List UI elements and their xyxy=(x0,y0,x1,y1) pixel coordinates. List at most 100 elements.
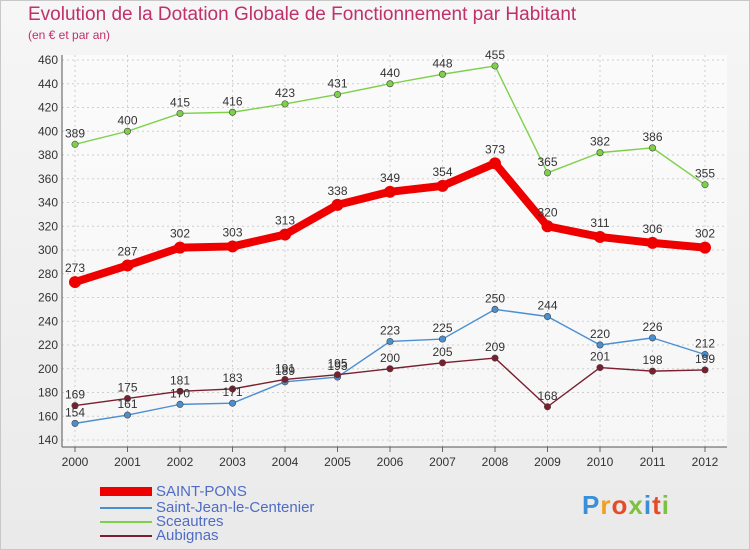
data-point-saint-pons xyxy=(279,228,291,241)
data-label-saint-jean-le-centenier: 220 xyxy=(590,327,610,341)
data-point-saint-pons xyxy=(121,259,134,272)
data-label-aubignas: 195 xyxy=(327,357,347,371)
x-tick-label: 2012 xyxy=(692,455,719,469)
data-label-saint-pons: 273 xyxy=(65,261,85,275)
data-point-sceautres xyxy=(71,140,79,148)
y-tick-label: 420 xyxy=(38,101,58,115)
data-point-saint-jean-le-centenier xyxy=(386,337,394,345)
data-label-saint-jean-le-centenier: 161 xyxy=(117,397,137,411)
data-label-aubignas: 181 xyxy=(170,373,190,387)
data-label-saint-pons: 338 xyxy=(327,184,347,198)
data-point-saint-jean-le-centenier xyxy=(543,312,551,320)
data-label-saint-pons: 313 xyxy=(275,214,295,228)
data-label-saint-pons: 303 xyxy=(222,225,242,239)
data-point-saint-pons xyxy=(699,241,711,254)
data-point-saint-jean-le-centenier xyxy=(124,411,132,419)
y-tick-label: 220 xyxy=(38,338,58,352)
data-label-saint-pons: 354 xyxy=(432,165,452,179)
x-tick-label: 2009 xyxy=(534,455,561,469)
data-point-saint-pons xyxy=(594,230,606,243)
data-label-sceautres: 431 xyxy=(327,76,347,90)
chart-subtitle: (en € et par an) xyxy=(28,28,111,42)
y-tick-label: 300 xyxy=(38,243,58,257)
data-point-sceautres xyxy=(386,80,394,88)
x-tick-label: 2003 xyxy=(219,455,246,469)
legend-swatch xyxy=(100,521,152,523)
series xyxy=(69,62,711,427)
x-tick-label: 2004 xyxy=(272,455,299,469)
data-point-aubignas xyxy=(596,364,604,372)
data-point-saint-pons xyxy=(226,240,239,253)
proxiti-logo: Proxiti xyxy=(582,490,670,521)
data-point-sceautres xyxy=(701,181,709,189)
data-label-saint-pons: 306 xyxy=(642,222,662,236)
logo-letter: t xyxy=(652,490,662,520)
data-point-sceautres xyxy=(596,149,604,157)
logo-letter: r xyxy=(600,490,612,520)
data-label-aubignas: 169 xyxy=(65,388,85,402)
x-tick-label: 2002 xyxy=(167,455,194,469)
data-point-saint-pons xyxy=(174,241,186,254)
logo-letter: i xyxy=(643,490,653,520)
y-tick-label: 380 xyxy=(38,148,58,162)
x-tick-label: 2006 xyxy=(377,455,404,469)
data-point-saint-pons xyxy=(69,276,81,289)
data-point-saint-jean-le-centenier xyxy=(176,400,184,408)
grid xyxy=(62,55,727,447)
data-point-sceautres xyxy=(648,144,656,152)
data-point-saint-jean-le-centenier xyxy=(71,419,79,427)
data-label-aubignas: 175 xyxy=(117,380,137,394)
data-label-aubignas: 183 xyxy=(222,371,242,385)
legend-swatch xyxy=(100,535,152,537)
data-label-sceautres: 382 xyxy=(590,135,610,149)
data-label-sceautres: 389 xyxy=(65,126,85,140)
data-point-saint-jean-le-centenier xyxy=(648,334,656,342)
data-label-aubignas: 209 xyxy=(485,340,505,354)
x-tick-label: 2011 xyxy=(640,455,666,469)
logo-letter: x xyxy=(628,490,644,520)
data-point-saint-jean-le-centenier xyxy=(701,350,709,358)
data-label-saint-jean-le-centenier: 250 xyxy=(485,291,505,305)
data-label-sceautres: 415 xyxy=(170,95,190,109)
y-tick-label: 280 xyxy=(38,267,58,281)
data-point-saint-pons xyxy=(384,185,396,198)
data-point-aubignas xyxy=(71,402,79,410)
legend-swatch xyxy=(100,487,152,496)
legend-label: Aubignas xyxy=(156,527,219,544)
data-point-sceautres xyxy=(229,108,237,116)
data-point-sceautres xyxy=(438,70,446,78)
data-label-aubignas: 198 xyxy=(642,353,662,367)
data-label-aubignas: 201 xyxy=(590,350,610,364)
y-tick-label: 240 xyxy=(38,314,58,328)
data-point-saint-jean-le-centenier xyxy=(596,341,604,349)
data-point-aubignas xyxy=(543,403,551,411)
data-label-saint-pons: 302 xyxy=(695,227,715,241)
data-label-aubignas: 191 xyxy=(275,361,295,375)
data-label-saint-jean-le-centenier: 193 xyxy=(327,359,347,373)
legend-label: SAINT-PONS xyxy=(156,483,247,500)
x-tick-label: 2007 xyxy=(429,455,456,469)
y-tick-label: 140 xyxy=(38,433,58,447)
data-point-aubignas xyxy=(229,385,237,393)
data-point-sceautres xyxy=(176,109,184,117)
axes: 140 160 180 200 220 240 260 280 300 320 340 360 380 4… xyxy=(38,53,727,469)
data-point-saint-pons xyxy=(541,220,554,233)
data-label-saint-pons: 287 xyxy=(117,244,137,258)
data-labels: 273 287 302 303 313 338 349 354 373 320 311 306 302 1… xyxy=(65,48,715,419)
y-tick-label: 460 xyxy=(38,53,58,67)
data-label-saint-pons: 373 xyxy=(485,142,505,156)
data-point-sceautres xyxy=(124,127,132,135)
y-tick-label: 320 xyxy=(38,219,58,233)
y-tick-label: 200 xyxy=(38,362,58,376)
data-point-aubignas xyxy=(701,366,709,374)
data-point-saint-pons xyxy=(646,236,659,249)
data-point-aubignas xyxy=(333,371,341,379)
data-label-saint-pons: 302 xyxy=(170,227,190,241)
data-point-saint-jean-le-centenier xyxy=(229,399,237,407)
data-point-aubignas xyxy=(281,375,289,383)
data-label-saint-jean-le-centenier: 244 xyxy=(537,299,557,313)
data-label-saint-pons: 349 xyxy=(380,171,400,185)
data-label-aubignas: 205 xyxy=(432,345,452,359)
y-tick-label: 160 xyxy=(38,409,58,423)
